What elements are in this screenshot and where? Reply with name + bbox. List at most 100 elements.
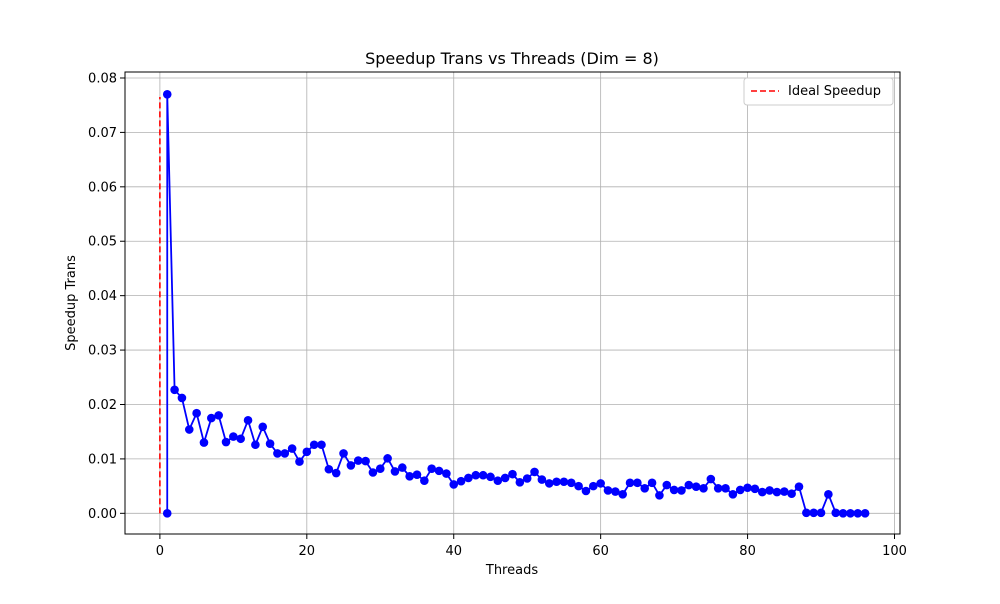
data-point — [229, 432, 238, 441]
data-point — [757, 487, 767, 497]
data-point — [809, 508, 818, 518]
data-point — [589, 481, 598, 491]
data-point — [618, 489, 627, 499]
data-point — [831, 508, 841, 518]
data-point — [552, 477, 561, 487]
data-point — [544, 479, 554, 488]
data-point — [368, 468, 378, 477]
y-tick-label: 0.06 — [88, 180, 117, 195]
data-point — [331, 468, 341, 478]
grid-lines — [125, 72, 900, 534]
data-point — [265, 439, 275, 448]
data-point — [317, 440, 326, 450]
data-point — [530, 467, 539, 477]
data-point — [640, 483, 650, 493]
data-point — [728, 489, 738, 499]
y-axis-label: Speedup Trans — [64, 255, 79, 351]
data-point — [162, 509, 172, 518]
y-tick-label: 0.04 — [88, 289, 117, 304]
x-tick-label: 20 — [299, 544, 316, 559]
data-point — [184, 425, 194, 434]
data-point — [258, 422, 268, 432]
data-point — [280, 449, 290, 458]
x-tick-label: 60 — [592, 544, 609, 559]
y-tick-label: 0.07 — [88, 126, 117, 141]
data-point — [655, 491, 664, 500]
data-point — [420, 476, 429, 485]
y-tick-label: 0.03 — [88, 344, 117, 359]
data-point — [207, 413, 216, 423]
data-point — [486, 472, 495, 482]
data-point — [464, 473, 473, 483]
data-point — [684, 480, 694, 490]
data-point — [221, 437, 231, 447]
data-point — [787, 489, 796, 499]
data-point — [383, 454, 392, 463]
data-point — [860, 509, 870, 518]
data-point — [735, 485, 745, 495]
x-tick-label: 40 — [445, 544, 462, 559]
data-point — [611, 487, 620, 496]
data-point — [214, 411, 223, 420]
data-point — [199, 438, 209, 447]
data-point — [566, 478, 576, 488]
data-point — [559, 477, 569, 487]
data-point — [456, 476, 466, 486]
data-point — [765, 486, 774, 495]
data-point — [295, 457, 304, 466]
data-point — [699, 483, 708, 493]
y-tick-label: 0.05 — [88, 235, 117, 250]
data-point — [273, 449, 282, 458]
plot-frame — [124, 71, 901, 535]
data-point — [177, 393, 187, 403]
data-point — [515, 478, 525, 487]
data-point — [780, 487, 789, 496]
data-point — [750, 484, 760, 494]
data-point — [493, 476, 503, 485]
data-point — [236, 434, 245, 444]
data-point — [647, 478, 657, 488]
data-point — [802, 508, 811, 518]
data-point — [706, 474, 716, 484]
data-point — [353, 456, 363, 465]
data-point — [677, 486, 686, 495]
data-point — [508, 469, 517, 479]
data-point — [669, 485, 679, 495]
y-tick-label: 0.01 — [88, 452, 117, 467]
data-point — [537, 475, 547, 484]
speedup-series-line — [166, 94, 866, 515]
data-point — [743, 483, 752, 493]
x-tick-label: 80 — [739, 544, 756, 559]
data-point — [596, 479, 605, 488]
data-point — [662, 480, 672, 490]
y-tick-label: 0.08 — [88, 71, 117, 86]
data-point — [574, 481, 583, 491]
chart-title: Speedup Trans vs Threads (Dim = 8) — [365, 49, 659, 68]
x-tick-label: 100 — [882, 544, 907, 559]
data-point — [309, 440, 319, 450]
data-point — [162, 90, 172, 99]
data-point — [324, 464, 334, 474]
data-point — [603, 486, 613, 495]
data-point — [405, 472, 414, 481]
data-point — [500, 473, 510, 483]
series-layer — [159, 90, 870, 518]
x-axis-label: Threads — [485, 563, 538, 578]
data-point — [339, 449, 348, 458]
data-point — [713, 483, 723, 493]
data-point — [721, 483, 730, 493]
data-point — [625, 478, 635, 488]
data-point — [691, 482, 701, 491]
data-point — [287, 444, 297, 453]
data-point — [192, 408, 201, 418]
data-point — [838, 509, 848, 518]
legend-box — [743, 77, 894, 106]
data-point — [434, 466, 444, 476]
data-point — [170, 385, 179, 395]
data-point — [361, 456, 370, 466]
data-point — [471, 470, 481, 480]
data-point — [633, 478, 642, 488]
data-point — [846, 509, 855, 518]
